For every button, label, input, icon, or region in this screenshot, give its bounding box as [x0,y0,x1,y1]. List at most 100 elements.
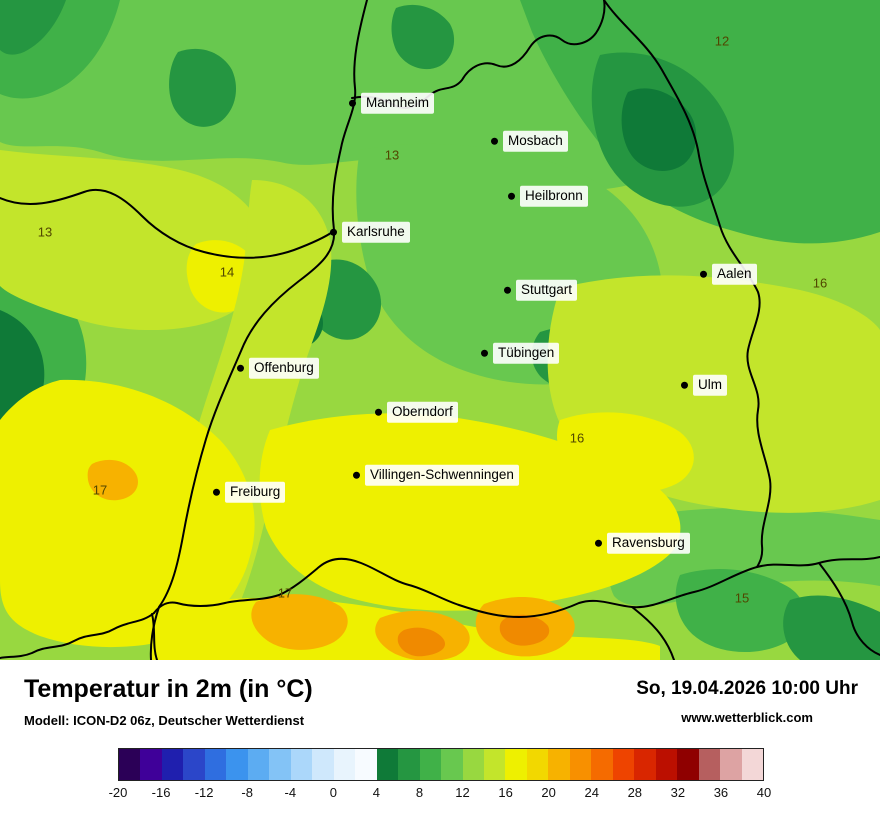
colorbar-segment [505,749,527,780]
colorbar-tick-label: -20 [108,785,128,800]
city-dot-icon [700,270,707,278]
forecast-datetime: So, 19.04.2026 10:00 Uhr [636,678,858,699]
city-label: Mannheim [361,92,435,114]
colorbar-segment [269,749,291,780]
colorbar-segment [376,749,399,780]
city-marker-ravensburg: Ravensburg [595,532,690,554]
city-label: Karlsruhe [342,221,410,243]
map-temp-value: 14 [219,264,235,280]
city-label: Aalen [712,263,757,285]
colorbar-tick-label: -16 [151,785,171,800]
colorbar-segment [526,749,549,780]
city-marker-karlsruhe: Karlsruhe [330,221,410,243]
city-dot-icon [213,488,220,496]
map-temp-value: 16 [812,275,828,291]
colorbar-segment [183,749,205,780]
colorbar-segment [720,749,742,780]
colorbar-segment [355,749,377,780]
colorbar-segment [677,749,699,780]
city-marker-mosbach: Mosbach [491,130,568,152]
city-marker-oberndorf: Oberndorf [375,401,458,423]
colorbar-segment [441,749,463,780]
city-dot-icon [353,471,360,479]
city-label: Stuttgart [516,279,578,301]
city-marker-offenburg: Offenburg [237,357,319,379]
colorbar-ticks: -20 -16 -12 -8 -4 0 4 8 12 16 20 24 28 32 36 40 [109,785,772,803]
colorbar-tick-label: 4 [372,785,381,800]
colorbar-segment [333,749,356,780]
page-title: Temperatur in 2m (in °C) [24,675,313,703]
colorbar-tick-label: -4 [284,785,297,800]
city-marker-heilbronn: Heilbronn [508,185,588,207]
colorbar-segment [634,749,656,780]
colorbar-tick-label: 16 [498,785,513,800]
footer-right: So, 19.04.2026 10:00 Uhr www.wetterblick… [636,675,858,725]
footer-left: Temperatur in 2m (in °C) Modell: ICON-D2… [24,675,313,728]
footer: Temperatur in 2m (in °C) Modell: ICON-D2… [0,660,880,830]
colorbar-segment [483,749,506,780]
colorbar-tick-label: 8 [415,785,424,800]
colorbar-segment [119,749,141,780]
colorbar-tick-label: -8 [241,785,253,800]
map-temp-value: 13 [37,224,53,240]
city-dot-icon [375,408,382,416]
city-dot-icon [349,99,356,107]
temperature-field-svg [0,0,880,660]
city-dot-icon [237,364,244,372]
colorbar-segment [741,749,764,780]
city-label: Ravensburg [607,532,690,554]
city-label: Tübingen [493,342,560,364]
city-marker-villingen-schwenningen: Villingen-Schwenningen [353,464,519,486]
city-marker-freiburg: Freiburg [213,481,286,503]
colorbar-segment [698,749,721,780]
temperature-legend: -20 -16 -12 -8 -4 0 4 8 12 16 20 24 28 32 36 40 [109,748,772,803]
city-label: Offenburg [249,357,319,379]
city-dot-icon [504,286,511,294]
colorbar-segment [655,749,678,780]
colorbar-segment [226,749,248,780]
colorbar-tick-label: 12 [455,785,470,800]
map-area: Mannheim Mosbach Heilbronn Karlsruhe Aalen St… [0,0,880,660]
map-temp-value: 16 [569,430,585,446]
city-marker-tübingen: Tübingen [481,342,560,364]
city-dot-icon [481,349,488,357]
city-label: Mosbach [503,130,568,152]
colorbar-segment [161,749,184,780]
city-marker-mannheim: Mannheim [349,92,435,114]
warm-yellow-regions [0,150,880,660]
city-dot-icon [330,228,337,236]
colorbar-tick-label: 20 [541,785,556,800]
colorbar-tick-label: 32 [670,785,686,800]
cool-green-regions [0,0,880,660]
colorbar-segment [569,749,592,780]
colorbar-segment [462,749,484,780]
city-label: Villingen-Schwenningen [365,464,519,486]
colorbar-segment [548,749,570,780]
colorbar-segment [419,749,442,780]
colorbar-tick-label: 36 [713,785,729,800]
colorbar-tick-label: 0 [329,785,337,800]
colorbar-segment [612,749,635,780]
border-lines [0,0,880,660]
map-temp-value: 13 [384,147,400,163]
city-dot-icon [491,137,498,145]
map-temp-value: 15 [734,590,750,606]
city-label: Oberndorf [387,401,458,423]
colorbar-tick-label: 24 [584,785,599,800]
footer-header-row: Temperatur in 2m (in °C) Modell: ICON-D2… [24,675,858,728]
colorbar-segment [290,749,313,780]
city-label: Ulm [693,374,727,396]
city-label: Heilbronn [520,185,588,207]
city-dot-icon [595,539,602,547]
colorbar-tick-label: 40 [756,785,772,800]
colorbar-segment [247,749,270,780]
colorbar-segment [204,749,227,780]
colorbar [118,748,764,781]
city-label: Freiburg [225,481,286,503]
colorbar-segment [398,749,420,780]
model-info: Modell: ICON-D2 06z, Deutscher Wetterdie… [24,713,305,728]
colorbar-tick-label: 28 [627,785,643,800]
map-temp-value: 12 [714,33,730,49]
website-url: www.wetterblick.com [681,710,813,725]
